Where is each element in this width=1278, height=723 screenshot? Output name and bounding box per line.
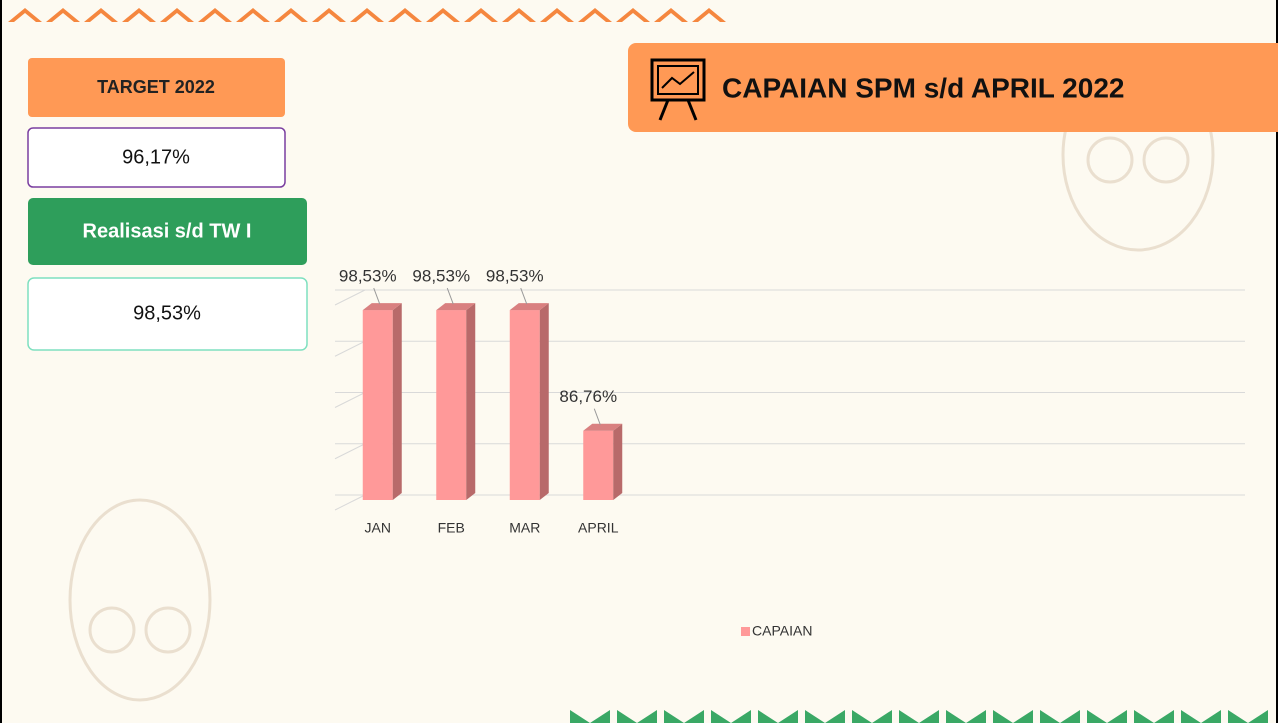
bar-side xyxy=(393,303,402,500)
x-tick-label: FEB xyxy=(438,520,465,536)
bar-front xyxy=(436,310,466,500)
slide: TARGET 2022 96,17% Realisasi s/d TW I 98… xyxy=(0,0,1278,723)
bar-side xyxy=(466,303,475,500)
bar xyxy=(583,424,622,500)
x-tick-label: MAR xyxy=(509,520,540,536)
x-tick-label: APRIL xyxy=(578,520,619,536)
bar-side xyxy=(613,424,622,500)
bar-front xyxy=(363,310,393,500)
x-tick-label: JAN xyxy=(365,520,391,536)
value-label: 98,53% xyxy=(339,267,397,286)
realisasi-label: Realisasi s/d TW I xyxy=(83,220,252,242)
value-label: 86,76% xyxy=(559,387,617,406)
bar xyxy=(436,303,475,500)
chart-title: CAPAIAN SPM s/d APRIL 2022 xyxy=(722,72,1124,103)
bar xyxy=(510,303,549,500)
bar xyxy=(363,303,402,500)
target-value: 96,17% xyxy=(122,146,190,168)
realisasi-value: 98,53% xyxy=(133,302,201,324)
bar-side xyxy=(540,303,549,500)
legend-label: CAPAIAN xyxy=(752,623,812,639)
target-label: TARGET 2022 xyxy=(97,77,215,97)
bar-front xyxy=(583,431,613,500)
value-label: 98,53% xyxy=(486,267,544,286)
bar-front xyxy=(510,310,540,500)
legend-swatch xyxy=(741,627,750,636)
value-label: 98,53% xyxy=(412,267,470,286)
